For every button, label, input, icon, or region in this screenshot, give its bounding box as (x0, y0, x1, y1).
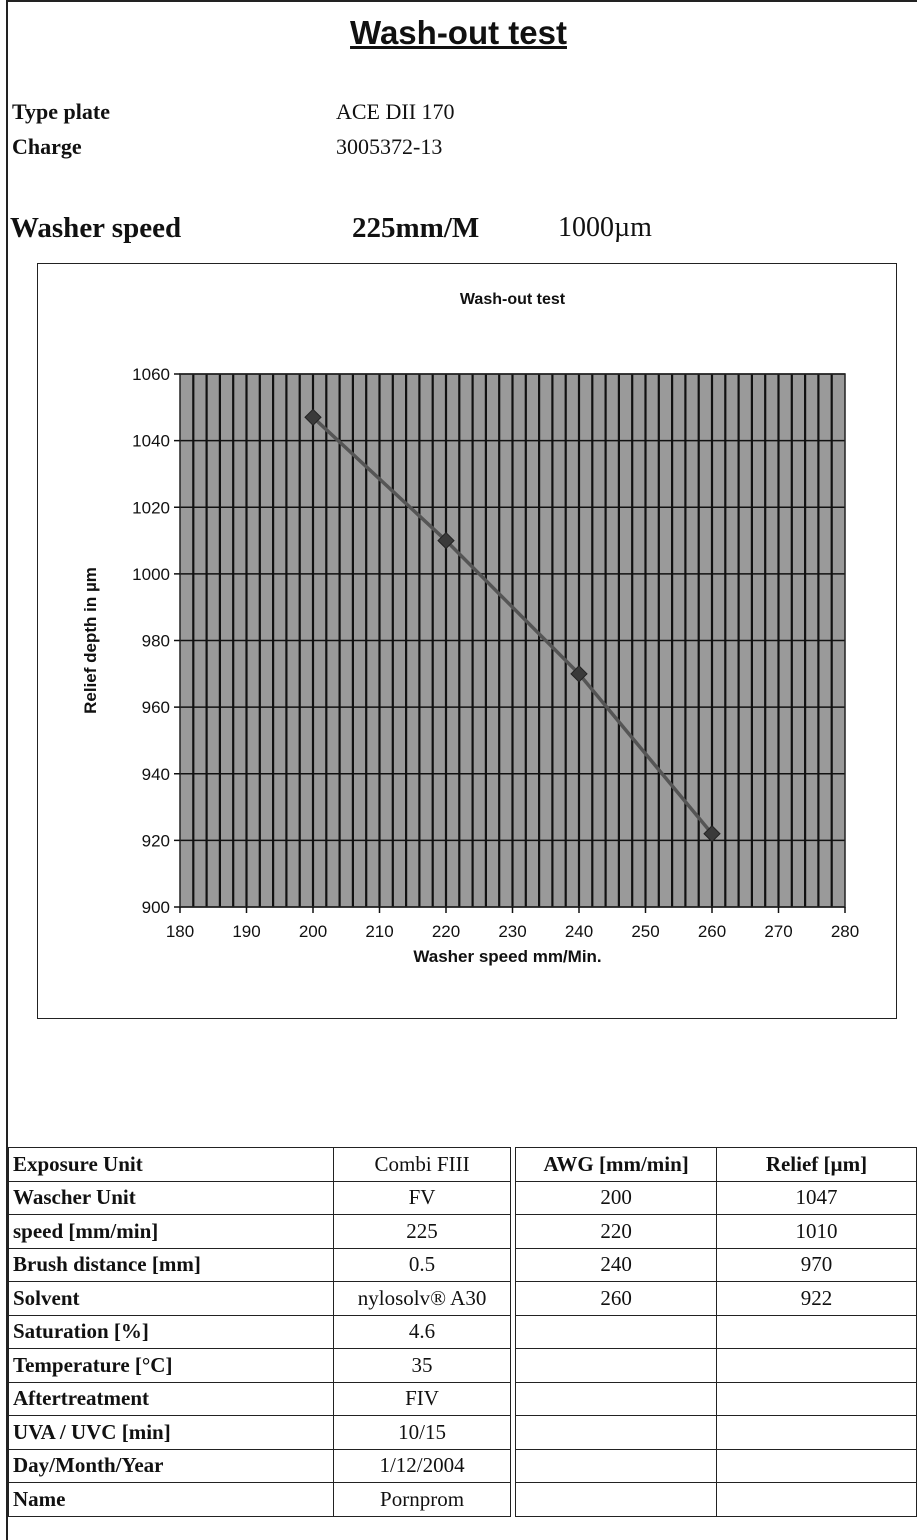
x-tick-label: 200 (299, 922, 327, 941)
relief-header: Relief [µm] (715, 1147, 917, 1182)
param-value: FV (332, 1180, 512, 1215)
relief-cell: 1010 (715, 1214, 917, 1249)
param-label: UVA / UVC [min] (8, 1415, 334, 1450)
type-plate-label: Type plate (12, 99, 110, 124)
relief-cell (715, 1381, 917, 1416)
param-label: Wascher Unit (8, 1180, 334, 1215)
relief-cell: 1047 (715, 1180, 917, 1215)
relief-cell: 922 (715, 1281, 917, 1316)
y-tick-label: 960 (142, 698, 170, 717)
table-row: Name Pornprom (8, 1482, 917, 1517)
y-tick-label: 920 (142, 831, 170, 850)
param-value: nylosolv® A30 (332, 1281, 512, 1316)
awg-cell (515, 1482, 717, 1517)
awg-cell (515, 1314, 717, 1349)
relief-cell (715, 1482, 917, 1517)
series-line (311, 416, 714, 835)
washer-depth-value: 1000µm (558, 212, 652, 243)
relief-cell (715, 1348, 917, 1383)
x-axis-label: Washer speed mm/Min. (413, 947, 601, 966)
x-tick-label: 270 (764, 922, 792, 941)
x-tick-label: 250 (631, 922, 659, 941)
x-tick-label: 280 (831, 922, 859, 941)
param-label: Day/Month/Year (8, 1448, 334, 1483)
table-row: Wascher Unit FV 200 1047 (8, 1180, 917, 1215)
awg-cell: 200 (515, 1180, 717, 1215)
param-label: Brush distance [mm] (8, 1247, 334, 1282)
y-tick-label: 1020 (132, 498, 170, 517)
table-row: Brush distance [mm] 0.5 240 970 (8, 1247, 917, 1282)
x-tick-label: 180 (166, 922, 194, 941)
awg-cell: 260 (515, 1281, 717, 1316)
table-row: Day/Month/Year 1/12/2004 (8, 1448, 917, 1483)
data-point (703, 825, 721, 843)
table-row: Solvent nylosolv® A30 260 922 (8, 1281, 917, 1316)
param-value: Pornprom (332, 1482, 512, 1517)
param-value: 225 (332, 1214, 512, 1249)
x-tick-label: 260 (698, 922, 726, 941)
table-row: Exposure Unit Combi FIII AWG [mm/min] Relie… (8, 1147, 917, 1182)
awg-cell (515, 1415, 717, 1450)
param-label: Temperature [°C] (8, 1348, 334, 1383)
relief-cell (715, 1314, 917, 1349)
param-value: Combi FIII (332, 1147, 512, 1182)
washout-chart: 900 920 940 960 980 1000 1020 1040 1060 180 190 200… (81, 291, 859, 966)
table-row: Temperature [°C] 35 (8, 1348, 917, 1383)
chart-container: 900 920 940 960 980 1000 1020 1040 1060 180 190 200… (37, 263, 897, 1019)
x-tick-label: 230 (498, 922, 526, 941)
washer-speed-label: Washer speed (10, 212, 182, 244)
awg-header: AWG [mm/min] (515, 1147, 717, 1182)
y-tick-label: 1060 (132, 365, 170, 384)
relief-cell (715, 1448, 917, 1483)
y-tick-label: 1000 (132, 565, 170, 584)
y-tick-label: 900 (142, 898, 170, 917)
x-tick-label: 190 (232, 922, 260, 941)
x-tick-label: 240 (565, 922, 593, 941)
page-border-top (6, 0, 917, 2)
table-row: UVA / UVC [min] 10/15 (8, 1415, 917, 1450)
param-label: Saturation [%] (8, 1314, 334, 1349)
table-row: Saturation [%] 4.6 (8, 1314, 917, 1349)
parameters-table: Exposure Unit Combi FIII AWG [mm/min] Relie… (8, 1147, 917, 1517)
charge-label: Charge (12, 134, 82, 159)
param-label: Name (8, 1482, 334, 1517)
data-point (304, 408, 322, 427)
x-tick-label: 220 (432, 922, 460, 941)
param-label: Exposure Unit (8, 1147, 334, 1182)
chart-title: Wash-out test (460, 291, 566, 308)
charge-value: 3005372-13 (336, 134, 443, 159)
y-tick-label: 1040 (132, 432, 170, 451)
y-tick-label: 940 (142, 765, 170, 784)
table-row: Aftertreatment FIV (8, 1381, 917, 1416)
param-label: Aftertreatment (8, 1381, 334, 1416)
relief-cell (715, 1415, 917, 1450)
param-value: 0.5 (332, 1247, 512, 1282)
param-value: FIV (332, 1381, 512, 1416)
page-border-left (6, 0, 8, 1540)
awg-cell (515, 1381, 717, 1416)
awg-cell (515, 1348, 717, 1383)
washer-speed-value: 225mm/M (352, 212, 480, 244)
param-label: speed [mm/min] (8, 1214, 334, 1249)
param-value: 4.6 (332, 1314, 512, 1349)
awg-cell (515, 1448, 717, 1483)
param-value: 10/15 (332, 1415, 512, 1450)
y-tick-label: 980 (142, 632, 170, 651)
awg-cell: 220 (515, 1214, 717, 1249)
x-tick-label: 210 (365, 922, 393, 941)
param-value: 1/12/2004 (332, 1448, 512, 1483)
relief-cell: 970 (715, 1247, 917, 1282)
awg-cell: 240 (515, 1247, 717, 1282)
data-point (570, 665, 588, 683)
table-row: speed [mm/min] 225 220 1010 (8, 1214, 917, 1249)
param-label: Solvent (8, 1281, 334, 1316)
type-plate-value: ACE DII 170 (336, 99, 455, 124)
param-value: 35 (332, 1348, 512, 1383)
page-title: Wash-out test (350, 14, 567, 51)
data-point (437, 531, 455, 550)
y-axis-label: Relief depth in µm (81, 567, 100, 714)
